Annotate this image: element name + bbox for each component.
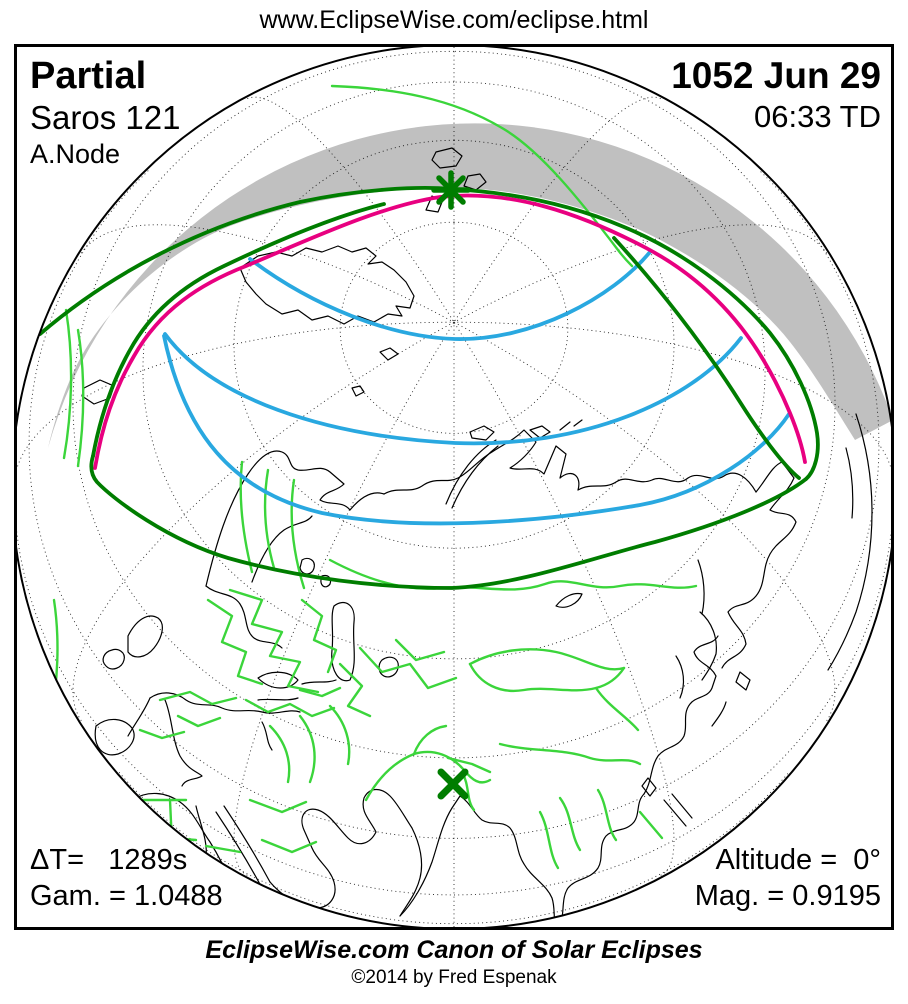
penumbral-limit-inner-east [612, 236, 801, 480]
country-borders [48, 84, 698, 870]
eclipse-date-label: 1052 Jun 29 [671, 55, 881, 96]
node-label: A.Node [30, 139, 121, 169]
penumbral-limit-inner-west [91, 202, 386, 458]
rise-set-curve-upper [248, 250, 652, 341]
site-url: www.EclipseWise.com/eclipse.html [259, 6, 649, 34]
penumbral-limit-south [89, 454, 808, 590]
graticule [17, 47, 891, 927]
max-eclipse-at-rise-set-curve [93, 193, 807, 470]
footer-title: EclipseWise.com Canon of Solar Eclipses [205, 936, 703, 964]
greatest-eclipse-marker [431, 170, 471, 210]
altitude-label: Altitude = 0° [715, 844, 881, 876]
rise-set-curve-middle [163, 332, 743, 446]
gamma-label: Gam. = 1.0488 [30, 880, 223, 912]
delta-t-label: ΔT= 1289s [30, 844, 188, 876]
map-frame [14, 44, 894, 930]
footer-copyright: ©2014 by Fred Espenak [351, 967, 557, 988]
night-shading [48, 123, 891, 448]
saros-label: Saros 121 [30, 99, 181, 136]
rise-set-curve-lower [162, 334, 791, 526]
eclipse-curves [38, 186, 820, 590]
magnitude-label: Mag. = 0.9195 [694, 880, 881, 912]
eclipse-type-label: Partial [30, 55, 147, 97]
eclipse-time-label: 06:33 TD [754, 99, 881, 134]
subsolar-point-marker [437, 768, 469, 800]
map-area [17, 47, 891, 927]
penumbral-limit-north [38, 186, 820, 481]
